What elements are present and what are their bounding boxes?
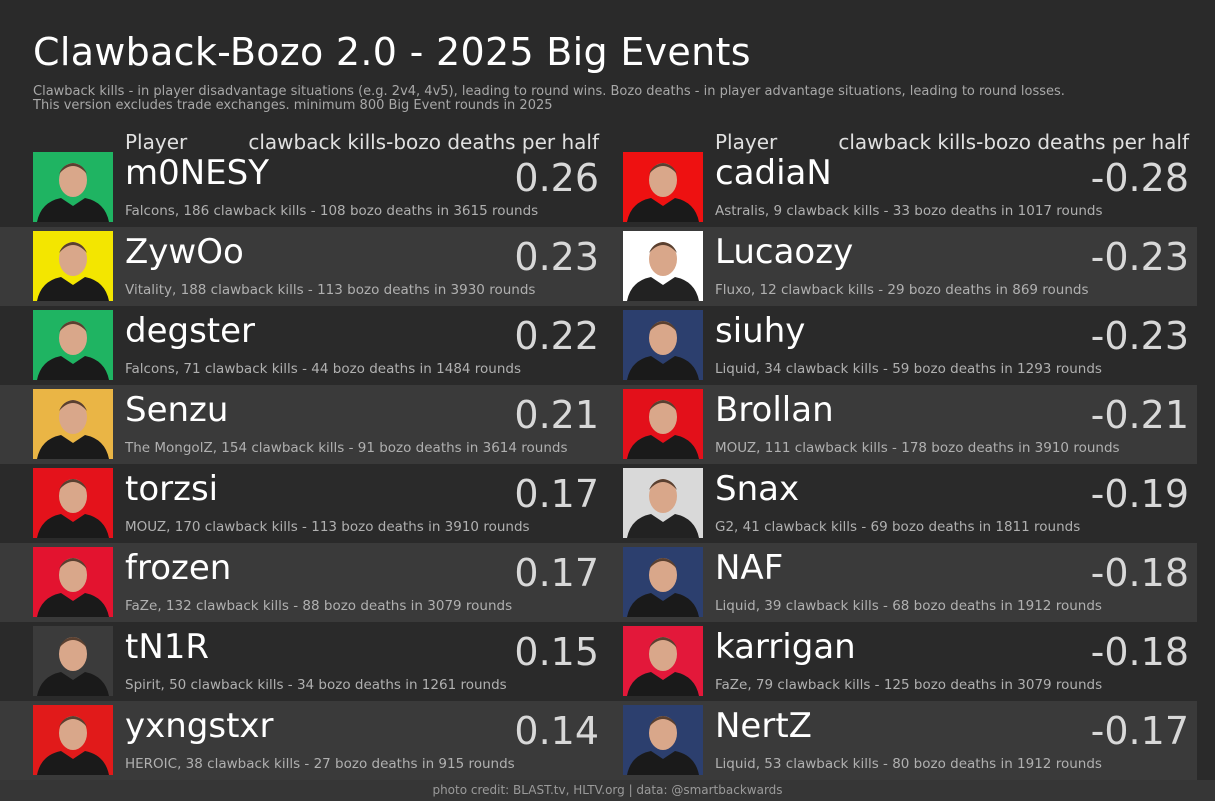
player-name: ZywOo: [125, 232, 244, 272]
player-detail: Fluxo, 12 clawback kills - 29 bozo death…: [715, 282, 1089, 298]
metric-column-header: clawback kills-bozo deaths per half: [838, 130, 1189, 154]
player-row: Brollan -0.21 MOUZ, 111 clawback kills -…: [623, 385, 1189, 464]
player-name: cadiaN: [715, 153, 832, 193]
player-detail: Liquid, 39 clawback kills - 68 bozo deat…: [715, 598, 1102, 614]
left-column-header: Player clawback kills-bozo deaths per ha…: [33, 130, 599, 156]
metric-column-header: clawback kills-bozo deaths per half: [248, 130, 599, 154]
player-detail: MOUZ, 170 clawback kills - 113 bozo deat…: [125, 519, 530, 535]
metric-value: -0.21: [1090, 393, 1189, 437]
player-row: NAF -0.18 Liquid, 39 clawback kills - 68…: [623, 543, 1189, 622]
footer-credit: photo credit: BLAST.tv, HLTV.org | data:…: [0, 780, 1215, 801]
player-name: karrigan: [715, 627, 856, 667]
player-row: karrigan -0.18 FaZe, 79 clawback kills -…: [623, 622, 1189, 701]
player-name: Snax: [715, 469, 800, 509]
player-photo: [33, 468, 113, 538]
player-photo: [623, 152, 703, 222]
player-row: ZywOo 0.23 Vitality, 188 clawback kills …: [33, 227, 599, 306]
player-name: yxngstxr: [125, 706, 274, 746]
player-row: Lucaozy -0.23 Fluxo, 12 clawback kills -…: [623, 227, 1189, 306]
metric-value: 0.22: [514, 314, 599, 358]
player-detail: Liquid, 53 clawback kills - 80 bozo deat…: [715, 756, 1102, 772]
subtitle: Clawback kills - in player disadvantage …: [33, 85, 1203, 113]
metric-value: -0.23: [1090, 314, 1189, 358]
player-detail: The MongolZ, 154 clawback kills - 91 boz…: [125, 440, 568, 456]
metric-value: 0.17: [514, 472, 599, 516]
player-name: NertZ: [715, 706, 812, 746]
player-photo: [623, 231, 703, 301]
player-detail: FaZe, 79 clawback kills - 125 bozo death…: [715, 677, 1103, 693]
player-photo: [623, 705, 703, 775]
player-row: siuhy -0.23 Liquid, 34 clawback kills - …: [623, 306, 1189, 385]
player-detail: Liquid, 34 clawback kills - 59 bozo deat…: [715, 361, 1102, 377]
player-detail: Falcons, 71 clawback kills - 44 bozo dea…: [125, 361, 522, 377]
page-title: Clawback-Bozo 2.0 - 2025 Big Events: [33, 30, 751, 74]
player-name: m0NESY: [125, 153, 270, 193]
player-photo: [33, 389, 113, 459]
player-photo: [33, 152, 113, 222]
right-column-header: Player clawback kills-bozo deaths per ha…: [623, 130, 1189, 156]
metric-value: 0.17: [514, 551, 599, 595]
player-photo: [623, 310, 703, 380]
player-name: tN1R: [125, 627, 210, 667]
player-name: torzsi: [125, 469, 219, 509]
metric-value: -0.18: [1090, 630, 1189, 674]
player-column-header: Player: [715, 130, 778, 154]
player-detail: Vitality, 188 clawback kills - 113 bozo …: [125, 282, 536, 298]
player-photo: [33, 547, 113, 617]
player-name: frozen: [125, 548, 232, 588]
player-row: m0NESY 0.26 Falcons, 186 clawback kills …: [33, 148, 599, 227]
player-name: Lucaozy: [715, 232, 854, 272]
player-name: siuhy: [715, 311, 806, 351]
metric-value: -0.28: [1090, 156, 1189, 200]
player-photo: [623, 626, 703, 696]
metric-value: 0.23: [514, 235, 599, 279]
player-photo: [33, 626, 113, 696]
player-photo: [623, 547, 703, 617]
subtitle-line-1: Clawback kills - in player disadvantage …: [33, 84, 1065, 99]
player-photo: [623, 468, 703, 538]
player-detail: FaZe, 132 clawback kills - 88 bozo death…: [125, 598, 513, 614]
player-detail: HEROIC, 38 clawback kills - 27 bozo deat…: [125, 756, 515, 772]
row-band: [0, 227, 1197, 306]
row-band: [0, 385, 1197, 464]
player-photo: [33, 231, 113, 301]
metric-value: 0.26: [514, 156, 599, 200]
player-detail: Spirit, 50 clawback kills - 34 bozo deat…: [125, 677, 507, 693]
player-row: yxngstxr 0.14 HEROIC, 38 clawback kills …: [33, 701, 599, 780]
player-detail: Falcons, 186 clawback kills - 108 bozo d…: [125, 203, 539, 219]
player-photo: [33, 310, 113, 380]
player-column-header: Player: [125, 130, 188, 154]
player-row: torzsi 0.17 MOUZ, 170 clawback kills - 1…: [33, 464, 599, 543]
player-detail: G2, 41 clawback kills - 69 bozo deaths i…: [715, 519, 1081, 535]
player-name: Senzu: [125, 390, 229, 430]
player-photo: [623, 389, 703, 459]
metric-value: -0.23: [1090, 235, 1189, 279]
metric-value: -0.18: [1090, 551, 1189, 595]
player-photo: [33, 705, 113, 775]
player-row: Snax -0.19 G2, 41 clawback kills - 69 bo…: [623, 464, 1189, 543]
player-row: degster 0.22 Falcons, 71 clawback kills …: [33, 306, 599, 385]
player-detail: MOUZ, 111 clawback kills - 178 bozo deat…: [715, 440, 1120, 456]
metric-value: 0.14: [514, 709, 599, 753]
metric-value: 0.21: [514, 393, 599, 437]
player-detail: Astralis, 9 clawback kills - 33 bozo dea…: [715, 203, 1103, 219]
row-band: [0, 543, 1197, 622]
player-name: degster: [125, 311, 256, 351]
metric-value: 0.15: [514, 630, 599, 674]
player-row: frozen 0.17 FaZe, 132 clawback kills - 8…: [33, 543, 599, 622]
player-name: NAF: [715, 548, 784, 588]
player-name: Brollan: [715, 390, 834, 430]
metric-value: -0.17: [1090, 709, 1189, 753]
player-row: cadiaN -0.28 Astralis, 9 clawback kills …: [623, 148, 1189, 227]
player-row: Senzu 0.21 The MongolZ, 154 clawback kil…: [33, 385, 599, 464]
player-row: NertZ -0.17 Liquid, 53 clawback kills - …: [623, 701, 1189, 780]
subtitle-line-2: This version excludes trade exchanges. m…: [33, 98, 553, 113]
row-band: [0, 701, 1197, 780]
player-row: tN1R 0.15 Spirit, 50 clawback kills - 34…: [33, 622, 599, 701]
metric-value: -0.19: [1090, 472, 1189, 516]
